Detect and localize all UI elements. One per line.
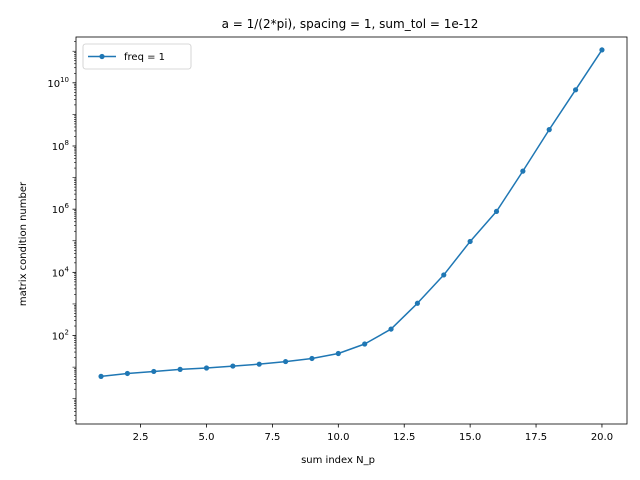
data-point: [203, 365, 210, 371]
x-tick-label: 20.0: [591, 432, 613, 443]
data-point: [282, 358, 289, 365]
data-point: [309, 355, 315, 362]
data-point: [124, 370, 131, 377]
chart-title: a = 1/(2*pi), spacing = 1, sum_tol = 1e-…: [222, 17, 479, 31]
data-point: [441, 272, 447, 278]
legend: freq = 1: [82, 43, 192, 70]
series-line: [100, 49, 603, 378]
data-point: [414, 300, 421, 306]
x-tick-label: 12.5: [393, 432, 415, 443]
data-point: [520, 168, 526, 174]
legend-label: freq = 1: [124, 52, 165, 63]
y-tick-label: 1010: [47, 76, 69, 90]
x-tick-label: 7.5: [264, 432, 280, 443]
data-point: [256, 361, 262, 367]
series-layer: [98, 47, 605, 379]
x-tick-label: 2.5: [133, 432, 149, 443]
data-point: [467, 238, 473, 245]
y-tick-label: 108: [52, 139, 69, 153]
data-point: [572, 87, 579, 93]
data-point: [177, 366, 183, 372]
x-axis-label: sum index N_p: [301, 455, 375, 466]
y-axis: 102 104 106 108 1010: [47, 41, 76, 422]
legend-marker: [99, 53, 105, 60]
x-tick-label: 5.0: [199, 432, 215, 443]
x-tick-label: 10.0: [327, 432, 349, 443]
data-point: [493, 208, 500, 215]
x-axis: 2.5 5.0 7.5 10.0 12.5 15.0 17.5 20.0: [133, 424, 613, 443]
data-point: [599, 47, 605, 53]
plot-frame: [75, 36, 628, 425]
legend-box: [82, 43, 192, 70]
y-tick-label: 106: [52, 202, 70, 216]
data-point: [546, 127, 552, 133]
y-tick-label: 102: [52, 329, 69, 343]
data-point: [362, 341, 368, 347]
data-point: [230, 363, 236, 369]
data-point: [335, 350, 341, 357]
data-point: [151, 368, 157, 375]
y-tick-label: 104: [52, 265, 70, 279]
plot-area: [75, 36, 628, 425]
x-tick-label: 17.5: [525, 432, 547, 443]
data-point: [98, 373, 104, 379]
x-tick-label: 15.0: [459, 432, 481, 443]
data-point: [388, 326, 394, 332]
y-axis-label: matrix condition number: [18, 181, 29, 306]
